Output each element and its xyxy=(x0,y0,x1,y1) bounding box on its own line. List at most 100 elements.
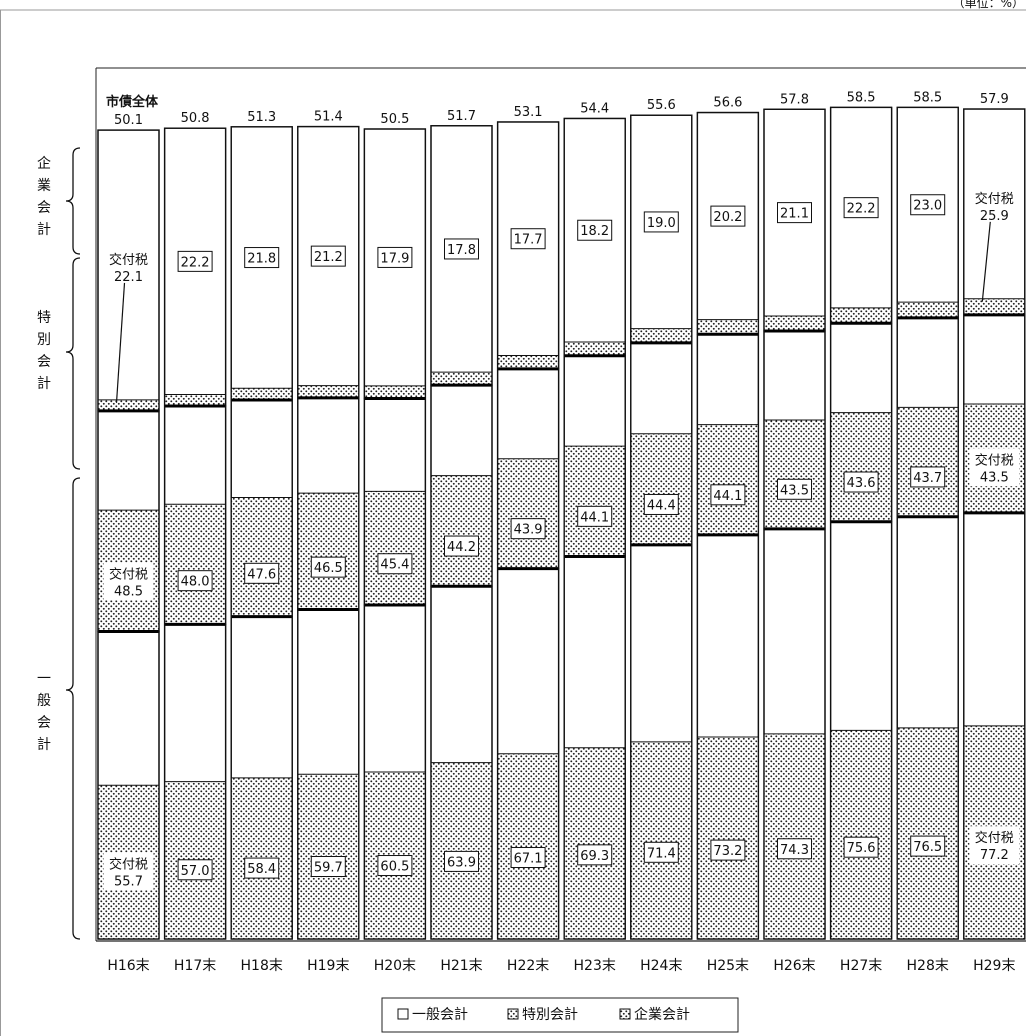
bar-general-kofuzei xyxy=(697,736,759,939)
x-axis-labels: H16末 H17末 H18末 H19末 H20末 H21末 H22末 H23末 H24末 H25末… xyxy=(107,958,1015,974)
value-special: 44.2 xyxy=(447,540,476,555)
value-enterprise-box xyxy=(777,202,812,224)
value-general: 73.2 xyxy=(713,844,742,859)
bar-enterprise-kofuzei xyxy=(630,328,692,343)
value-special: 45.4 xyxy=(380,558,409,573)
value-special: 44.1 xyxy=(580,510,609,525)
bar-group: 58.5 75.6 43.6 22.2 xyxy=(829,90,893,940)
x-tick-label: H28末 xyxy=(907,958,949,974)
value-special: 43.9 xyxy=(514,523,543,538)
total-value: 50.8 xyxy=(181,111,210,126)
callout-label: 交付税 xyxy=(109,252,148,268)
x-tick-label: H18末 xyxy=(241,958,283,974)
bar-enterprise-kofuzei xyxy=(497,355,559,369)
bar-special-kofuzei xyxy=(564,446,626,557)
value-enterprise-box xyxy=(444,238,479,260)
bar-special-kofuzei xyxy=(231,497,293,617)
value-enterprise: 23.0 xyxy=(913,199,942,214)
side-label-special: 特別会計 xyxy=(37,310,51,392)
value-special-box xyxy=(444,535,479,557)
legend-box xyxy=(381,997,739,1033)
value-enterprise-box xyxy=(969,186,1020,225)
bar-enterprise-kofuzei xyxy=(431,372,492,386)
value-special-box xyxy=(377,553,413,575)
callout-label: 交付税 xyxy=(975,452,1014,468)
value-special-box xyxy=(710,484,746,506)
value-special: 48.5 xyxy=(114,584,143,599)
value-special: 43.6 xyxy=(847,476,876,491)
bar-enterprise-kofuzei xyxy=(364,385,426,399)
bar-enterprise-kofuzei xyxy=(897,302,959,318)
value-special: 43.5 xyxy=(980,470,1009,485)
bar-general-kofuzei xyxy=(764,733,825,939)
value-special: 43.7 xyxy=(913,471,942,486)
value-enterprise-box xyxy=(244,247,280,269)
bar-general-kofuzei xyxy=(497,753,559,939)
bar-group: 53.1 67.1 43.9 17.7 xyxy=(496,105,560,940)
bracket-special xyxy=(65,257,81,470)
bar-outline xyxy=(363,128,427,940)
value-enterprise-box xyxy=(710,205,746,227)
bar-outline xyxy=(696,111,760,940)
bar-outline xyxy=(630,114,693,940)
value-general: 55.7 xyxy=(114,874,143,889)
x-tick-label: H24末 xyxy=(640,958,682,974)
bar-enterprise-kofuzei xyxy=(564,342,626,356)
value-enterprise-box xyxy=(510,228,546,250)
x-tick-label: H17末 xyxy=(174,958,216,974)
value-general-box xyxy=(444,850,479,872)
value-enterprise: 19.0 xyxy=(647,216,676,231)
value-general: 74.3 xyxy=(780,843,809,858)
value-special-box xyxy=(244,562,280,584)
value-enterprise: 21.8 xyxy=(247,252,276,267)
value-general: 77.2 xyxy=(980,848,1009,863)
legend-label: 企業会計 xyxy=(634,1006,690,1023)
bar-general-kofuzei xyxy=(431,762,492,939)
bar-outline xyxy=(97,129,160,940)
callout-arrow xyxy=(115,282,126,403)
total-value: 50.5 xyxy=(380,112,409,127)
bar-special-kofuzei xyxy=(697,424,759,535)
value-general-box xyxy=(244,857,280,879)
legend-label: 特別会計 xyxy=(522,1007,578,1023)
bar-enterprise-kofuzei xyxy=(963,298,1025,315)
x-tick-label: H19末 xyxy=(307,958,349,974)
value-special-box xyxy=(643,493,679,515)
bar-outline xyxy=(763,108,826,940)
value-enterprise-box xyxy=(103,247,154,286)
value-general: 59.7 xyxy=(314,861,343,876)
x-tick-label: H20末 xyxy=(374,958,416,974)
value-general-box xyxy=(310,856,346,878)
value-general: 71.4 xyxy=(647,846,676,861)
value-special-box xyxy=(310,556,346,578)
value-special: 47.6 xyxy=(247,567,276,582)
value-special-box xyxy=(577,505,613,527)
bar-general-kofuzei xyxy=(897,727,959,939)
legend: 一般会計 特別会計 企業会計 xyxy=(381,997,739,1033)
total-value: 57.8 xyxy=(780,92,809,107)
side-bracket-special: 特別会計 xyxy=(37,257,81,470)
value-special-box xyxy=(510,518,546,540)
x-tick-label: H29末 xyxy=(973,958,1015,974)
value-special-box xyxy=(103,562,154,601)
bar-group: 50.5 60.5 45.4 17.9 xyxy=(363,112,427,940)
total-value: 58.5 xyxy=(847,90,876,105)
bar-outline xyxy=(297,125,360,940)
bar-general-kofuzei xyxy=(830,730,892,939)
value-general-box xyxy=(177,859,213,881)
value-general-box xyxy=(710,839,746,861)
value-special: 44.1 xyxy=(713,489,742,504)
value-enterprise: 21.1 xyxy=(780,207,809,222)
bar-outline xyxy=(230,126,293,940)
value-enterprise-box xyxy=(577,219,613,241)
value-general: 63.9 xyxy=(447,855,476,870)
value-enterprise: 17.7 xyxy=(514,233,543,248)
value-general: 58.4 xyxy=(247,862,276,877)
total-value: 57.9 xyxy=(980,92,1009,107)
value-special-box xyxy=(910,466,946,488)
value-enterprise: 17.9 xyxy=(380,251,409,266)
bar-group: 54.4 69.3 44.1 18.2 xyxy=(563,101,626,940)
value-special-box xyxy=(777,478,812,500)
value-special: 48.0 xyxy=(181,575,210,590)
bar-special-kofuzei xyxy=(297,493,359,610)
